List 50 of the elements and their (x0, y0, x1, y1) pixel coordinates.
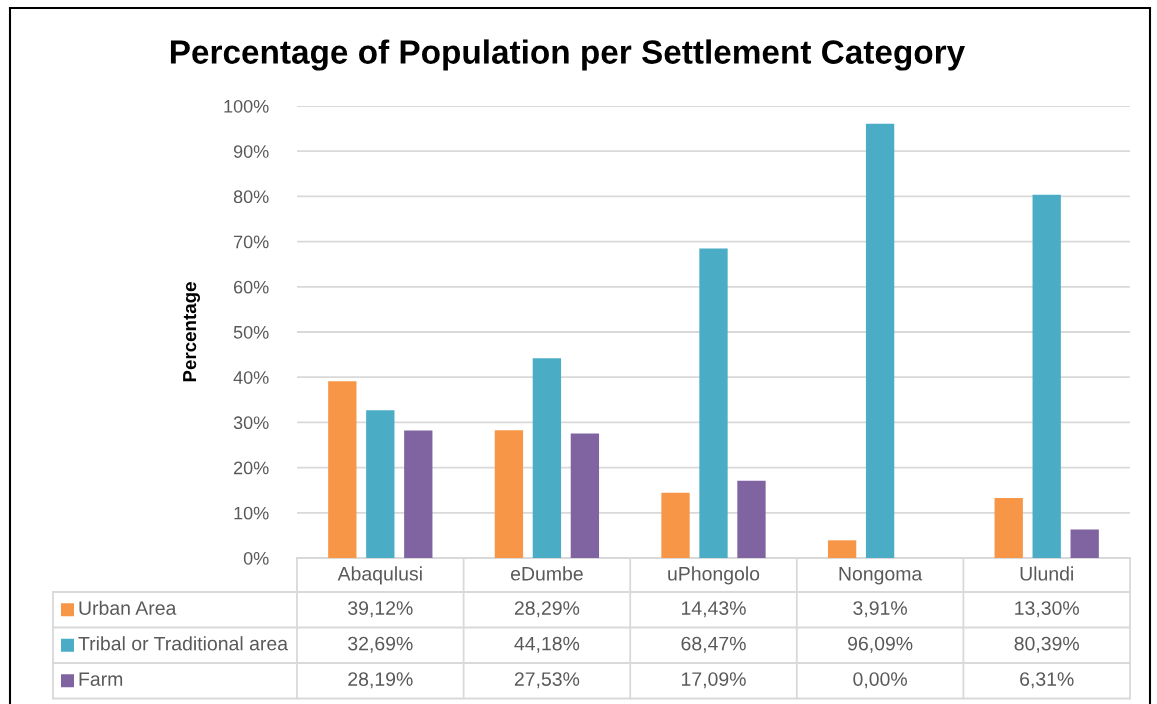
bar (1032, 194, 1061, 558)
x-tick-label: Nongoma (839, 567, 923, 585)
bar (1070, 529, 1099, 558)
x-tick-label: eDumbe (510, 566, 583, 581)
y-tick-label: 0% (243, 551, 269, 565)
y-tick-label: 20% (233, 461, 269, 475)
bar (699, 248, 728, 558)
y-tick-label: 30% (233, 416, 269, 430)
data-label: 6,31% (1020, 672, 1074, 689)
y-tick-label: 90% (233, 145, 269, 158)
bar (404, 430, 433, 558)
bar (865, 123, 895, 558)
y-tick-label: 100% (224, 99, 269, 113)
bar (532, 358, 562, 558)
y-axis-title: Percentage (183, 282, 200, 382)
data-label: 0,00% (853, 672, 907, 689)
bar (328, 381, 357, 558)
legend-label: Urban Area (79, 600, 177, 615)
data-label: 28,29% (514, 601, 580, 618)
y-tick-label: 50% (233, 325, 269, 339)
bar (494, 430, 524, 558)
data-label: 39,12% (348, 601, 413, 618)
data-label: 32,69% (348, 636, 413, 653)
legend-label: Tribal or Traditional area (78, 636, 289, 651)
data-label: 13,30% (1015, 601, 1079, 618)
data-label: 96,09% (848, 636, 913, 653)
data-label: 17,09% (682, 672, 746, 689)
bar (737, 480, 766, 558)
y-tick-label: 10% (234, 506, 269, 520)
data-label: 28,19% (348, 672, 413, 689)
bar (570, 433, 600, 558)
chart-title: Percentage of Population per Settlement Category (170, 39, 965, 71)
bar (366, 410, 395, 558)
data-label: 68,47% (681, 636, 746, 653)
data-label: 44,18% (514, 636, 580, 653)
bar (827, 540, 857, 558)
data-label: 27,53% (514, 672, 580, 689)
y-tick-label: 80% (233, 190, 269, 204)
data-label: 3,91% (853, 601, 907, 618)
x-tick-label: uPhongolo (668, 566, 760, 585)
x-tick-label: Abaqulusi (337, 566, 422, 585)
data-label: 80,39% (1014, 636, 1079, 653)
bar (994, 497, 1023, 558)
data-label: 14,43% (682, 601, 746, 618)
y-tick-label: 70% (234, 235, 269, 249)
x-tick-label: Ulundi (1020, 566, 1073, 581)
y-tick-label: 40% (233, 371, 269, 384)
bar (661, 492, 690, 558)
legend-label: Farm (79, 672, 123, 686)
y-tick-label: 60% (234, 280, 269, 294)
